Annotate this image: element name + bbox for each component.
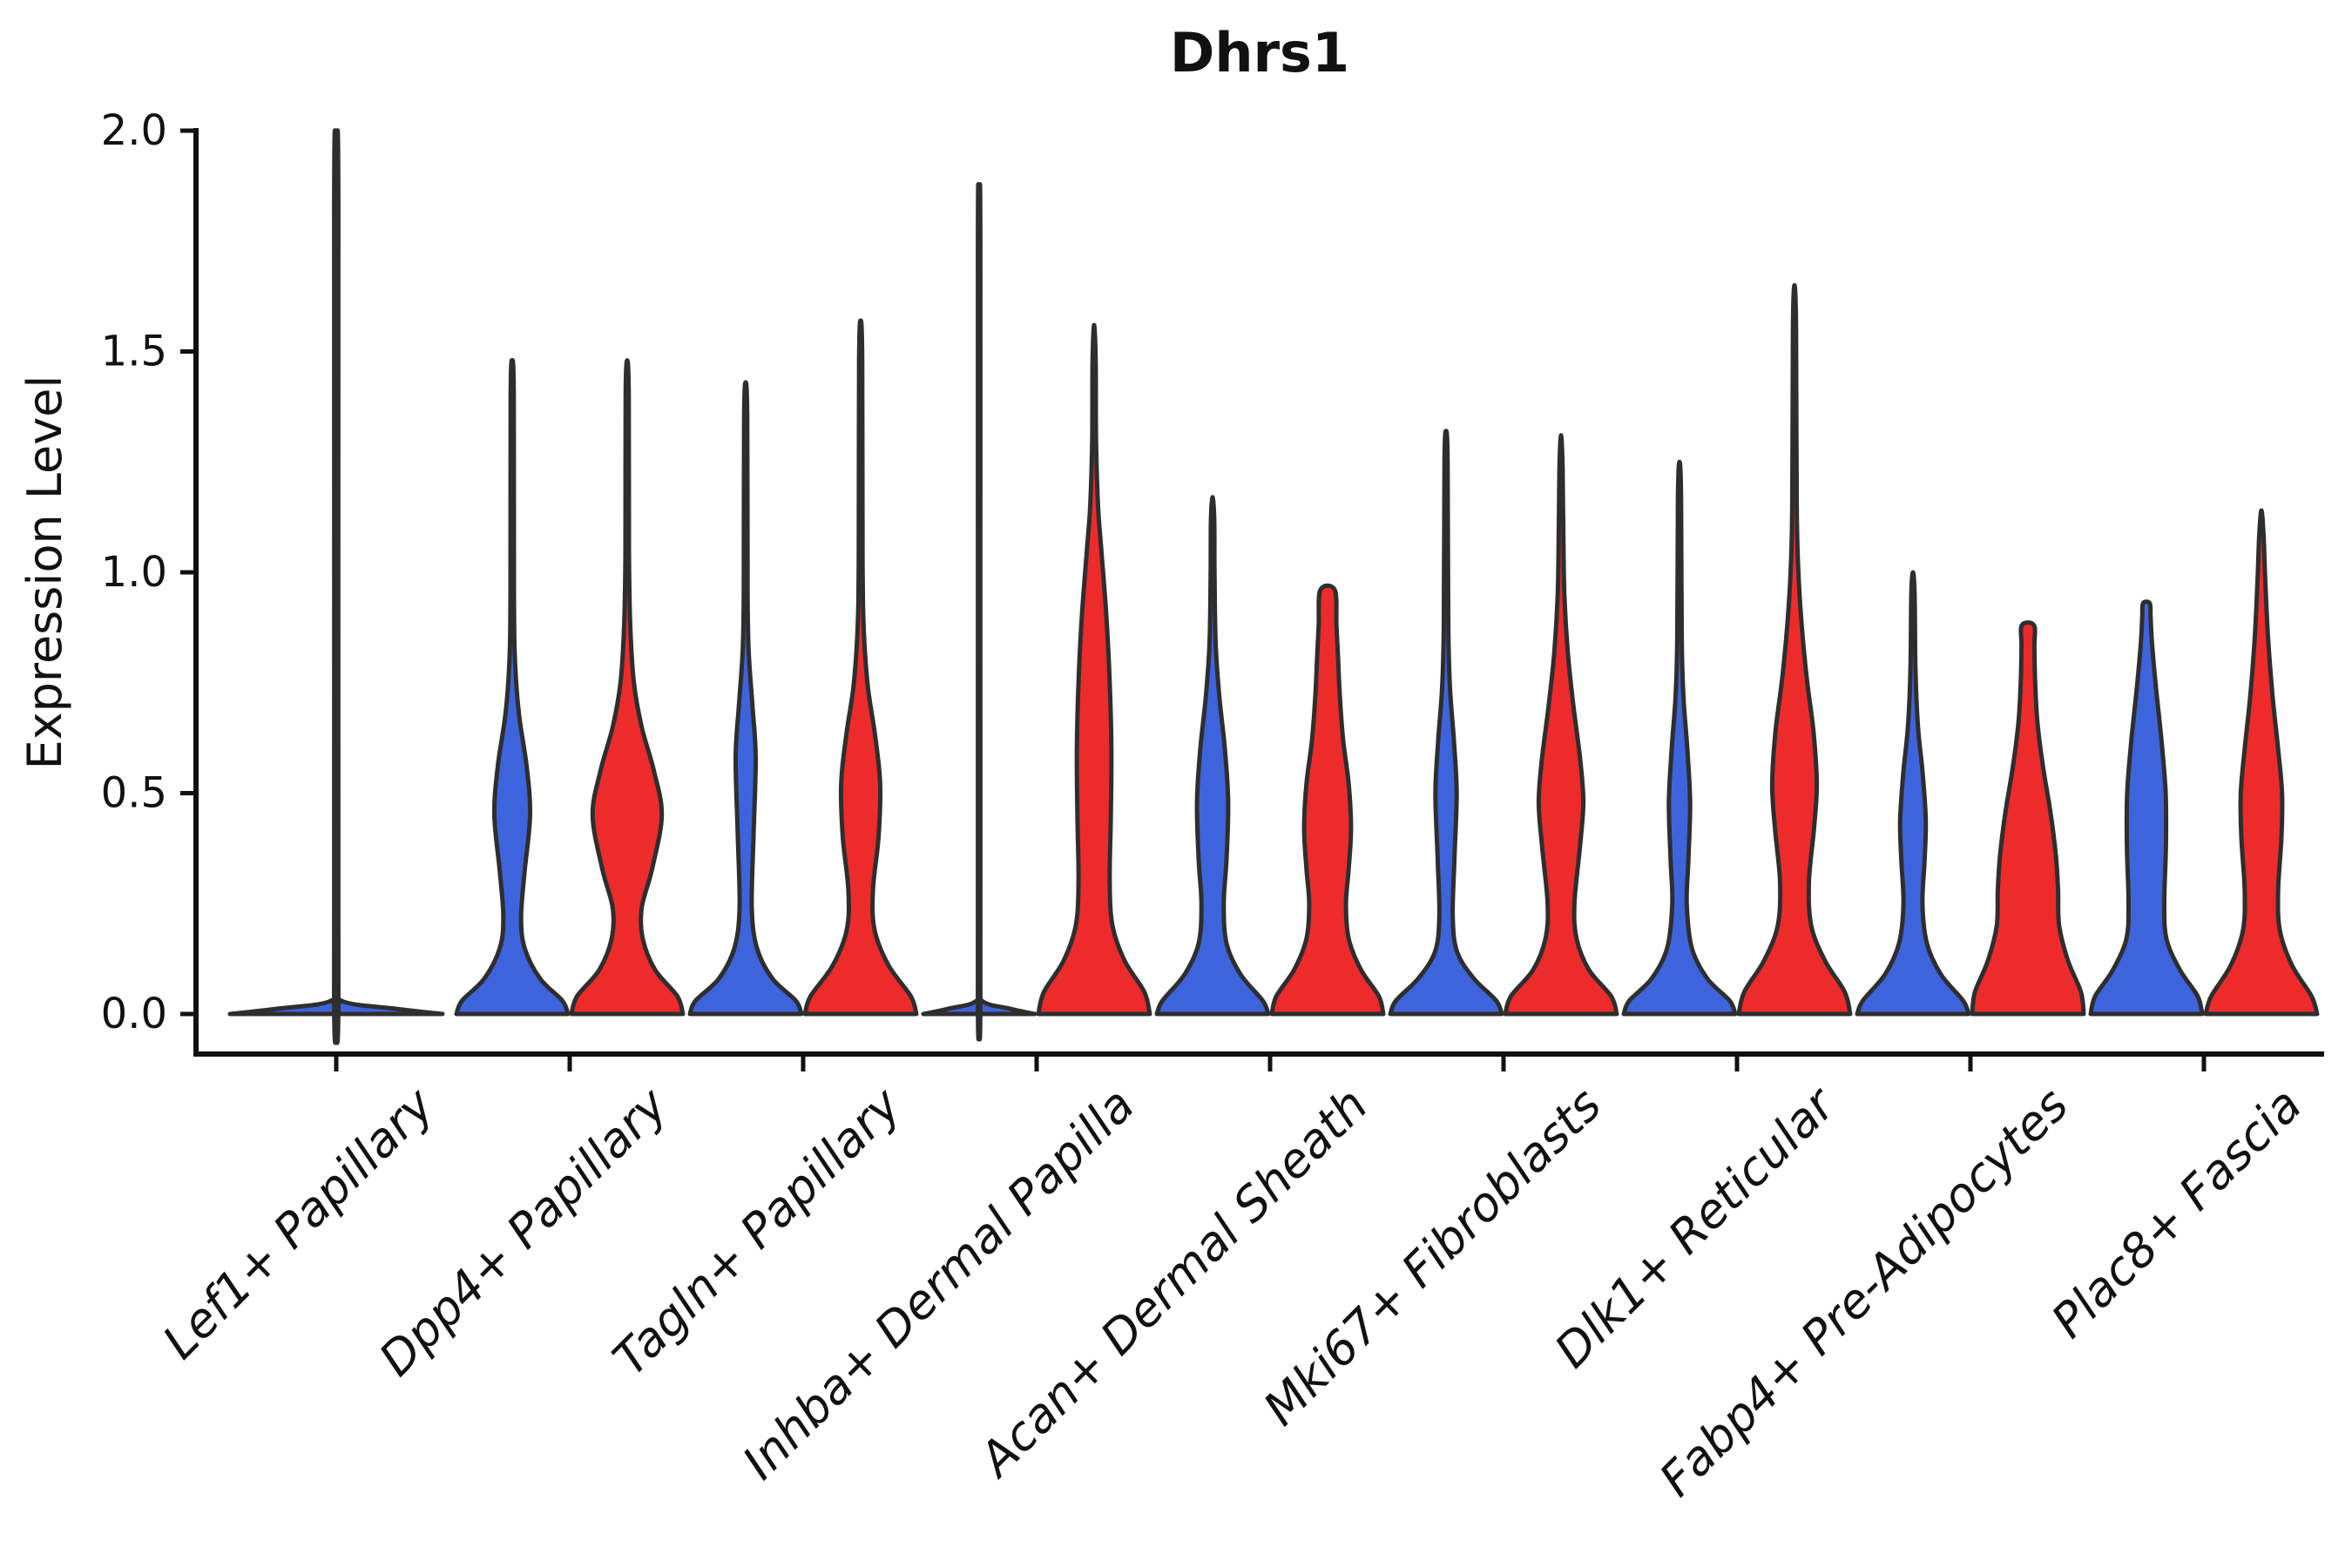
violin-acan+-dermal-sheath-red [1269, 583, 1386, 1017]
violin-inhba+-dermal-papilla-blue [921, 182, 1037, 1042]
violin-plac8+-fascia-red [2203, 508, 2320, 1017]
y-tick-label-0.5: 0.5 [101, 769, 167, 818]
violin-tagln+-papillary-red [802, 318, 919, 1017]
y-tick-label-2.0: 2.0 [101, 106, 167, 155]
chart-title: Dhrs1 [1170, 21, 1349, 84]
x-tick-label-inhba+-dermal-papilla: Inhba+ Dermal Papilla [732, 1078, 1145, 1490]
y-tick-label-1.5: 1.5 [101, 328, 167, 376]
violin-dpp4+-papillary-blue [454, 358, 571, 1017]
violin-mki67+-fibroblasts-red [1503, 433, 1619, 1017]
violin-tagln+-papillary-blue [687, 380, 804, 1017]
violin-lef1+-papillary-blue [227, 128, 445, 1045]
violins-layer [227, 128, 2320, 1045]
violin-acan+-dermal-sheath-blue [1154, 495, 1271, 1017]
violin-plac8+-fascia-blue [2088, 599, 2205, 1017]
violin-fabp4+-pre-adipocytes-red [1970, 620, 2086, 1017]
violin-inhba+-dermal-papilla-red [1036, 322, 1152, 1017]
x-tick-label-fabp4+-pre-adipocytes: Fabp4+ Pre-Adipocytes [1649, 1078, 2078, 1507]
violin-mki67+-fibroblasts-blue [1388, 429, 1504, 1017]
violin-dlk1+-reticular-blue [1621, 459, 1738, 1017]
violin-fabp4+-pre-adipocytes-blue [1855, 570, 1971, 1017]
y-axis-label: Expression Level [17, 375, 72, 770]
y-tick-label-1.0: 1.0 [101, 548, 167, 597]
violin-dpp4+-papillary-red [569, 358, 686, 1017]
violin-dlk1+-reticular-red [1736, 283, 1853, 1017]
x-tick-label-plac8+-fascia: Plac8+ Fascia [2041, 1078, 2312, 1348]
y-tick-label-0.0: 0.0 [101, 990, 167, 1038]
x-tick-label-acan+-dermal-sheath: Acan+ Dermal Sheath [967, 1078, 1378, 1489]
